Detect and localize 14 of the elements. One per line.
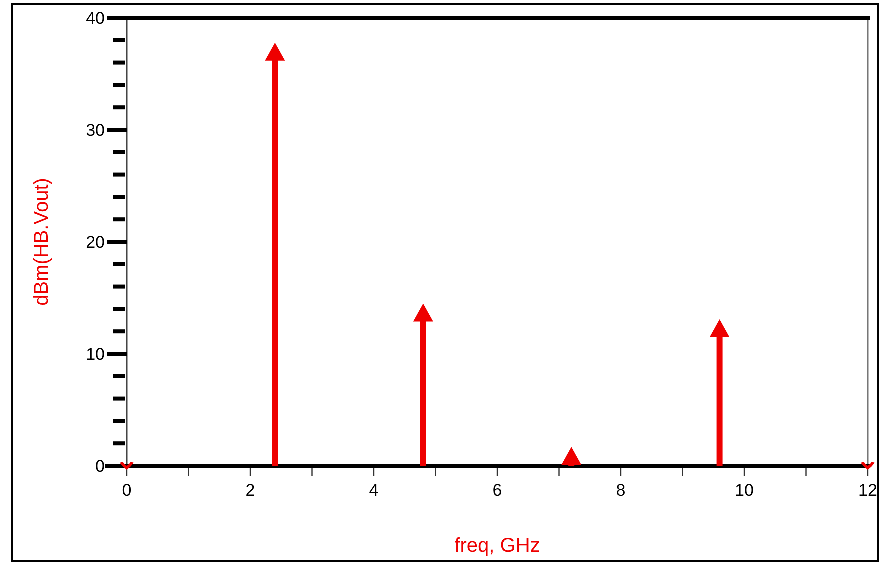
x-tick-label: 8 bbox=[616, 481, 626, 500]
x-tick-label: 4 bbox=[369, 481, 379, 500]
y-tick-label: 10 bbox=[86, 344, 105, 364]
x-tick-label: 0 bbox=[122, 481, 132, 500]
y-tick-label: 40 bbox=[86, 8, 105, 28]
y-tick-label: 20 bbox=[86, 232, 105, 252]
x-tick-label: 12 bbox=[858, 481, 878, 500]
x-tick-label: 10 bbox=[735, 481, 754, 500]
y-tick-label: 0 bbox=[96, 456, 105, 476]
x-axis-title: freq, GHz bbox=[454, 535, 540, 557]
x-tick-label: 6 bbox=[492, 481, 502, 500]
y-axis-title: dBm(HB.Vout) bbox=[31, 178, 53, 306]
y-tick-label: 30 bbox=[86, 120, 105, 140]
x-tick-label: 2 bbox=[246, 481, 256, 500]
